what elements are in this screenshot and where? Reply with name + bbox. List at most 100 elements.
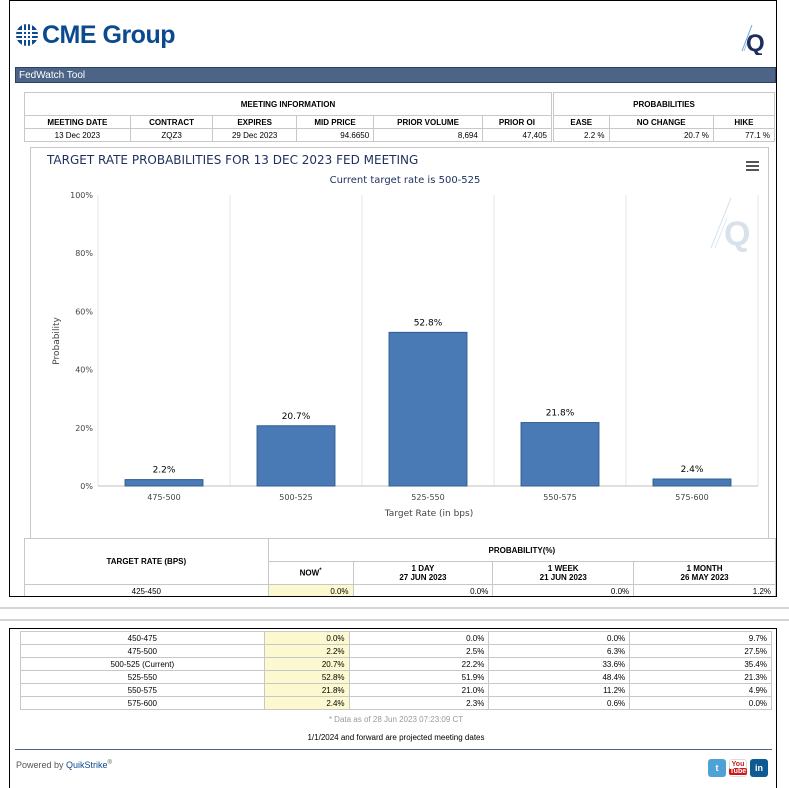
registered-mark: ® [107, 760, 112, 766]
month-cell: 9.7% [629, 631, 772, 645]
probabilities-header: PROBABILITIES [553, 92, 775, 116]
col-prior-oi: PRIOR OI [481, 115, 553, 129]
data-label: 2.2% [153, 466, 176, 476]
now-cell: 0.0% [267, 584, 354, 596]
chart-grid [97, 195, 759, 487]
chart-watermark-q-icon: Q [710, 197, 750, 253]
page-separator [0, 603, 789, 625]
y-tick-label: 80% [75, 249, 93, 258]
quikstrike-link[interactable]: QuikStrike [66, 760, 108, 770]
bar-575-600[interactable] [652, 478, 732, 487]
month-cell: 0.0% [629, 696, 772, 710]
probability-header: PROBABILITY(%) [267, 538, 776, 562]
hamburger-menu-icon[interactable] [746, 161, 759, 171]
day-cell: 2.5% [348, 644, 490, 658]
data-label: 20.7% [282, 412, 311, 422]
y-axis-title: Probability [52, 317, 62, 365]
month-cell: 27.5% [629, 644, 772, 658]
meeting-date-value: 13 Dec 2023 [24, 128, 131, 142]
cme-globe-icon [16, 24, 38, 46]
col-prior-volume: PRIOR VOLUME [373, 115, 483, 129]
table-row: 500-525 (Current) 20.7% 22.2% 33.6% 35.4% [20, 657, 772, 671]
expires-value: 29 Dec 2023 [212, 128, 297, 142]
powered-by-label: Powered by [16, 760, 67, 770]
twitter-icon[interactable]: t [708, 759, 726, 777]
data-label: 21.8% [546, 409, 575, 419]
probability-table-top: TARGET RATE (BPS) PROBABILITY(%) NOW* 1 … [24, 538, 776, 596]
table-row: 475-500 2.2% 2.5% 6.3% 27.5% [20, 644, 772, 658]
col-now: NOW* [267, 561, 354, 585]
x-axis-ticks: 475-500 500-525 525-550 550-575 575-600 [147, 493, 708, 502]
week-cell: 48.4% [488, 670, 631, 684]
logo-text: CME Group [42, 20, 176, 49]
x-tick-label: 500-525 [279, 493, 312, 502]
table-row: 525-550 52.8% 51.9% 48.4% 21.3% [20, 670, 772, 684]
projected-dates-note: 1/1/2024 and forward are projected meeti… [307, 733, 485, 742]
bar-475-500[interactable] [124, 479, 204, 487]
bar-550-575[interactable] [520, 422, 600, 487]
table-row: 575-600 2.4% 2.3% 0.6% 0.0% [20, 696, 772, 710]
y-tick-label: 100% [70, 191, 93, 200]
meeting-info-header: MEETING INFORMATION [24, 92, 552, 116]
col-1-week: 1 WEEK 21 JUN 2023 [492, 561, 635, 585]
x-axis-title: Target Rate (in bps) [384, 509, 473, 519]
table-row: 425-450 0.0% 0.0% 0.0% 1.2% [24, 584, 776, 596]
cme-group-logo[interactable]: CME Group [16, 13, 176, 57]
col-expires: EXPIRES [212, 115, 297, 129]
probability-table-bottom: 450-475 0.0% 0.0% 0.0% 9.7% 475-500 2.2% 2.5% 6.… [20, 631, 772, 710]
col-1-day: 1 DAY 27 JUN 2023 [352, 561, 494, 585]
tool-title: FedWatch Tool [19, 70, 86, 81]
y-tick-label: 60% [75, 307, 93, 316]
col-1-day-date: 27 JUN 2023 [399, 573, 447, 582]
mid-price-value: 94.6650 [295, 128, 375, 142]
now-cell: 2.2% [263, 644, 350, 658]
day-cell: 0.0% [352, 584, 494, 596]
bottom-panel: 450-475 0.0% 0.0% 0.0% 9.7% 475-500 2.2% 2.5% 6.… [9, 628, 777, 788]
table-row: 450-475 0.0% 0.0% 0.0% 9.7% [20, 631, 772, 645]
month-cell: 35.4% [629, 657, 772, 671]
prior-oi-value: 47,405 [481, 128, 553, 142]
bar-525-550[interactable] [388, 331, 468, 487]
col-1-week-label: 1 WEEK [547, 564, 579, 573]
chart-subtitle: Current target rate is 500-525 [330, 175, 481, 186]
col-meeting-date: MEETING DATE [24, 115, 131, 129]
linkedin-icon[interactable]: in [750, 759, 768, 777]
col-ease: EASE [553, 115, 610, 129]
x-tick-label: 525-550 [411, 493, 444, 502]
month-cell: 21.3% [629, 670, 772, 684]
powered-by: Powered by QuikStrike® [16, 760, 112, 770]
now-cell: 0.0% [263, 631, 350, 645]
now-cell: 52.8% [263, 670, 350, 684]
chart-svg: TARGET RATE PROBABILITIES FOR 13 DEC 202… [46, 153, 759, 519]
col-1-day-label: 1 DAY [411, 564, 435, 573]
top-panel: CME Group Q FedWatch Tool MEETING INFORM… [9, 0, 777, 597]
x-tick-label: 575-600 [675, 493, 708, 502]
chart-bars: 2.2% 20.7% 52.8% 21.8% 2.4% [124, 318, 732, 487]
social-links: t You Tube in [708, 759, 768, 777]
watermark-letter: Q [724, 215, 750, 253]
col-1-week-date: 21 JUN 2023 [539, 573, 587, 582]
data-label: 52.8% [414, 318, 443, 328]
rate-cell: 525-550 [20, 670, 265, 684]
youtube-bottom-text: Tube [728, 768, 748, 775]
week-cell: 0.0% [492, 584, 635, 596]
youtube-icon[interactable]: You Tube [728, 759, 748, 777]
bar-500-525[interactable] [256, 425, 336, 487]
day-cell: 22.2% [348, 657, 490, 671]
data-as-of-note: * Data as of 28 Jun 2023 07:23:09 CT [328, 715, 464, 724]
now-cell: 20.7% [263, 657, 350, 671]
y-tick-label: 40% [75, 366, 93, 375]
col-hike: HIKE [712, 115, 776, 129]
probabilities-summary-table: PROBABILITIES EASE NO CHANGE HIKE 2.2 % … [553, 92, 776, 142]
target-rate-header: TARGET RATE (BPS) [24, 538, 269, 585]
ease-value: 2.2 % [553, 128, 610, 142]
youtube-top-text: You [731, 761, 745, 768]
col-no-change: NO CHANGE [608, 115, 714, 129]
month-cell: 1.2% [633, 584, 776, 596]
week-cell: 0.0% [488, 631, 631, 645]
y-tick-label: 20% [75, 424, 93, 433]
contract-value: ZQZ3 [129, 128, 214, 142]
rate-cell: 500-525 (Current) [20, 657, 265, 671]
footer-divider [15, 749, 772, 750]
now-cell: 2.4% [263, 696, 350, 710]
